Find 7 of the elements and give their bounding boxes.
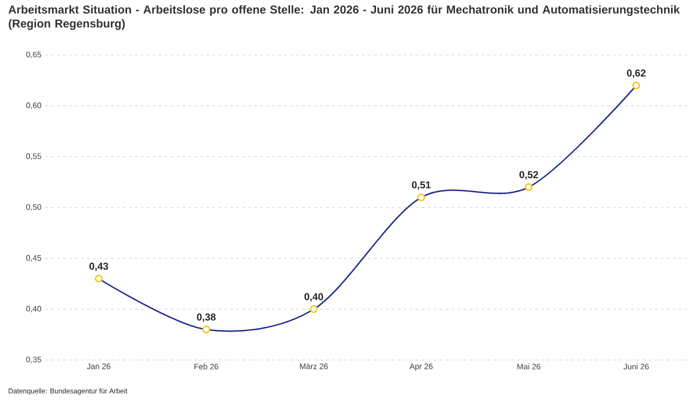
data-label: 0,38 (196, 314, 216, 322)
data-label: 0,52 (519, 171, 538, 180)
chart-title: Arbeitsmarkt Situation - Arbeitslose pro offene Stelle: Jan 2026 - Juni 2026 für Mechatronik und Automatisierungstechnik (Region Regensburg) (8, 5, 680, 30)
data-label: 0,43 (89, 262, 108, 272)
data-label: 0,40 (304, 293, 324, 302)
data-label: 0,51 (412, 181, 431, 190)
data-label: 0,62 (626, 70, 646, 78)
